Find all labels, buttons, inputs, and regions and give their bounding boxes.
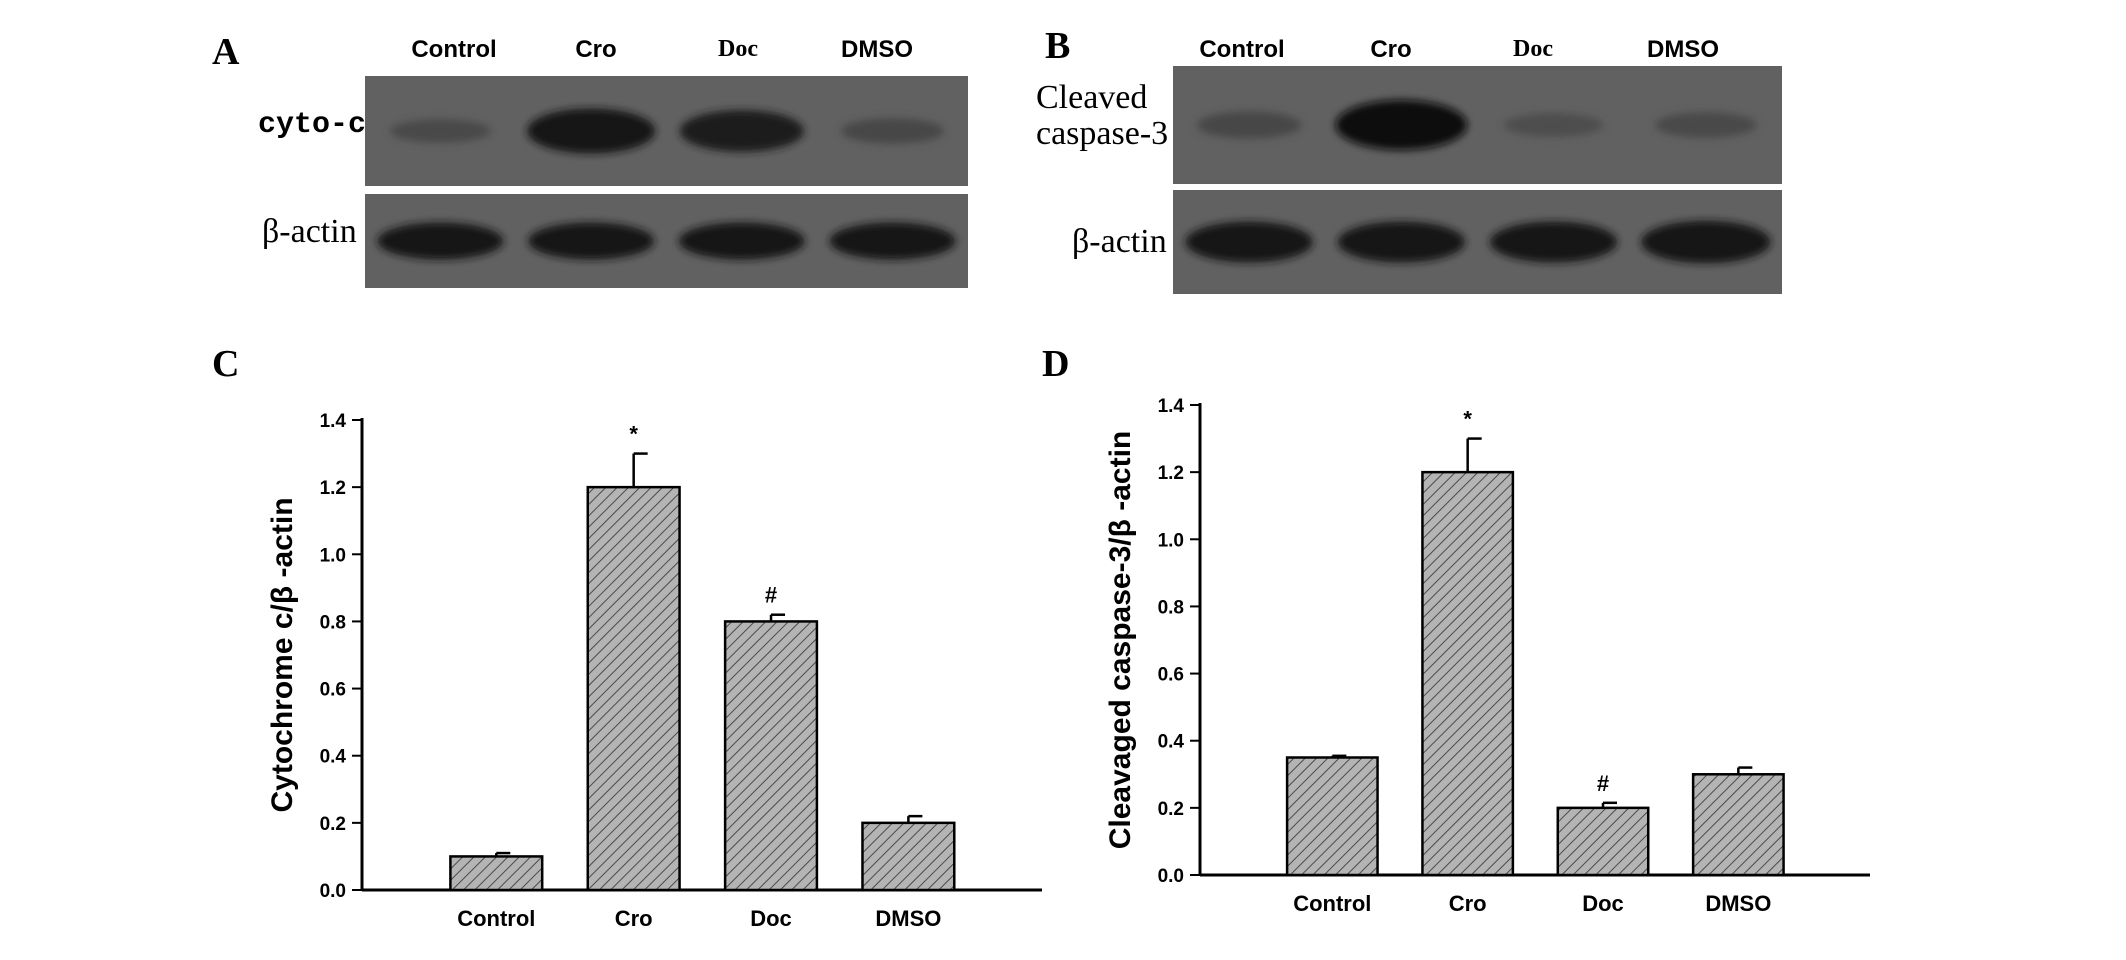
x-category-label: DMSO [875, 906, 941, 931]
blot-b-lane-label-cro: Cro [1370, 36, 1412, 63]
panel-letter-c: C [212, 343, 240, 385]
blot-a-row-label-beta-actin: β-actin [262, 213, 357, 250]
bar-control [449, 855, 544, 892]
chart-c-svg: 0.0 0.2 0.4 0.6 0.8 1.0 1.2 1.4 Cytochrome c/β -… [266, 411, 1042, 931]
y-axis-title: Cytochrome c/β -actin [266, 497, 299, 812]
blot-band [389, 119, 491, 143]
y-tick-label: 1.4 [320, 411, 347, 432]
blot-b-lane-label-doc: Doc [1513, 36, 1553, 62]
y-tick-label: 0.2 [320, 814, 346, 835]
y-tick-label: 0.0 [320, 881, 346, 902]
panel-letter-d: D [1042, 343, 1070, 385]
blot-b-row-label-cleaved-caspase-3: Cleaved caspase-3 [1036, 79, 1169, 152]
blot-b-row-label-beta-actin: β-actin [1072, 223, 1167, 260]
x-category-label: Doc [750, 906, 792, 931]
significance-marker: # [765, 583, 777, 608]
blot-band [1335, 99, 1468, 151]
chart-c: 0.0 0.2 0.4 0.6 0.8 1.0 1.2 1.4 Cytochrome c/β -… [250, 390, 1060, 960]
bar-doc [1556, 806, 1650, 877]
bar-doc [723, 620, 819, 892]
significance-marker: # [1597, 771, 1609, 796]
x-category-label: Cro [1449, 891, 1487, 916]
blot-band [1641, 220, 1771, 264]
blot-a-actin-strip [365, 194, 968, 288]
blot-a-lane-label-control: Control [411, 36, 497, 63]
y-tick-label: 0.8 [320, 612, 346, 633]
x-category-label: DMSO [1705, 891, 1771, 916]
y-tick-label: 1.2 [1158, 463, 1184, 484]
bar-control [1285, 756, 1379, 877]
blot-b-caspase-strip [1173, 66, 1782, 184]
y-tick-label: 0.2 [1158, 799, 1184, 820]
y-tick-label: 1.2 [320, 478, 346, 499]
blot-band [1197, 111, 1302, 139]
y-tick-label: 0.6 [320, 680, 346, 701]
blot-band [1654, 112, 1757, 138]
blot-band [527, 222, 655, 260]
y-tick-label: 1.4 [1158, 396, 1185, 417]
blot-a-lane-label-doc: Doc [718, 36, 758, 62]
blot-band [377, 222, 504, 260]
y-tick-label: 0.6 [1158, 665, 1184, 686]
y-tick-label: 0.8 [1158, 597, 1184, 618]
blot-b-lane-label-control: Control [1199, 36, 1285, 63]
chart-d-svg: 0.0 0.2 0.4 0.6 0.8 1.0 1.2 1.4 Cleavaged caspas… [1104, 396, 1870, 916]
blot-band [1489, 221, 1618, 263]
blot-b-actin-strip [1173, 190, 1782, 294]
blot-a-lane-label-dmso: DMSO [841, 36, 913, 63]
bar-dmso [1691, 773, 1785, 877]
x-category-label: Doc [1582, 891, 1624, 916]
y-tick-label: 1.0 [1158, 530, 1184, 551]
blot-a-lane-label-cro: Cro [575, 36, 617, 63]
bar-cro [1421, 470, 1515, 877]
chart-d: 0.0 0.2 0.4 0.6 0.8 1.0 1.2 1.4 Cleavaged caspas… [1088, 375, 1888, 955]
blot-band [678, 222, 806, 260]
x-category-label: Control [457, 906, 535, 931]
bar-cro [586, 485, 681, 892]
panel-letter-b: B [1045, 25, 1071, 67]
y-axis-title: Cleavaged caspase-3/β -actin [1104, 431, 1137, 850]
blot-a-cyto-c-strip [365, 76, 968, 186]
blot-band [526, 108, 656, 154]
panel-letter-a: A [212, 31, 240, 73]
significance-marker: * [1463, 407, 1472, 432]
blot-band [829, 222, 956, 260]
blot-band [1185, 221, 1313, 263]
significance-marker: * [629, 422, 638, 447]
y-tick-label: 0.4 [320, 747, 347, 768]
blot-a-row-label-cyto-c: cyto-c [258, 108, 367, 142]
blot-band [841, 118, 945, 144]
y-tick-label: 1.0 [320, 545, 346, 566]
y-tick-label: 0.0 [1158, 866, 1184, 887]
x-category-label: Control [1293, 891, 1371, 916]
blot-band [679, 110, 804, 152]
blot-b-lane-label-dmso: DMSO [1647, 36, 1719, 63]
y-tick-label: 0.4 [1158, 732, 1185, 753]
bar-dmso [861, 821, 956, 892]
x-category-label: Cro [615, 906, 653, 931]
blot-band [1337, 221, 1466, 263]
blot-band [1503, 113, 1604, 137]
